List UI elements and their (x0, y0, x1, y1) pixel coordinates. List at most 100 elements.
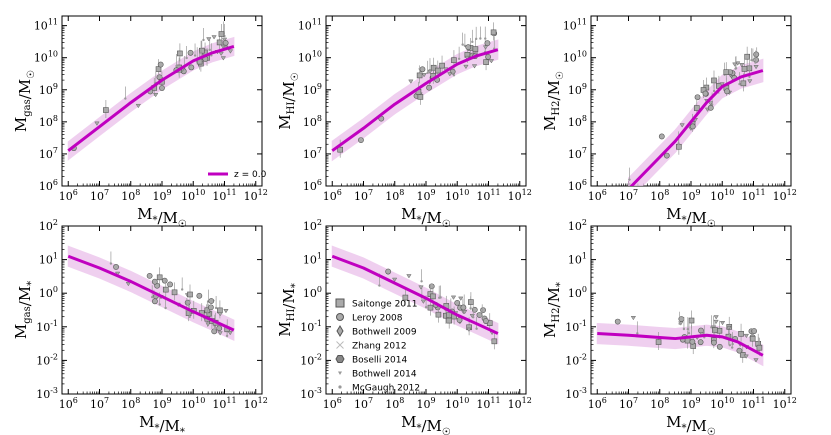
x-tick-label: 109 (152, 188, 171, 203)
data-point-circle (482, 318, 489, 324)
data-point-circle (724, 88, 730, 95)
y-tick-label: 102 (39, 218, 58, 233)
x-tick-label: 106 (588, 188, 607, 203)
plot-frame (61, 225, 263, 395)
legend-marker-triangle (338, 371, 342, 375)
x-axis-label: M*/M☉ (401, 413, 451, 435)
x-tick-label: 107 (619, 188, 638, 203)
y-tick-label: 109 (303, 82, 322, 97)
data-point-square (435, 311, 442, 318)
x-axis-label: M*/M☉ (401, 205, 451, 230)
data-point-triangle (743, 354, 749, 359)
model-line (67, 45, 235, 152)
data-point-triangle (462, 310, 468, 315)
data-point-triangle (125, 282, 132, 287)
data-point-circle (736, 347, 743, 354)
data-point-triangle (391, 277, 398, 282)
data-point-dot (636, 332, 639, 335)
data-point-square (740, 80, 747, 87)
y-tick-label: 10-2 (36, 352, 58, 367)
data-point-circle (697, 339, 704, 346)
y-tick-label: 106 (39, 178, 58, 193)
data-point-dot (420, 280, 423, 283)
data-point-triangle (447, 72, 453, 77)
data-point-circle (428, 283, 435, 290)
data-point-square (468, 299, 474, 305)
data-point-dot (686, 327, 690, 331)
data-point-circle (358, 137, 364, 144)
data-point-circle (711, 339, 717, 346)
y-axis-label: MH2/M* (541, 282, 566, 338)
data-point-triangle (206, 37, 212, 42)
data-point-circle (161, 277, 168, 284)
data-point-square (741, 66, 748, 72)
data-point-circle (196, 292, 203, 299)
data-point-dot (202, 38, 205, 42)
y-tick-label: 10-2 (565, 352, 587, 367)
data-point-square (693, 105, 700, 111)
data-point-triangle (420, 299, 427, 304)
data-point-dot (158, 303, 161, 306)
data-point-square (434, 67, 441, 74)
data-point-circle (753, 51, 760, 58)
data-point-triangle (205, 322, 211, 327)
data-point-triangle (719, 321, 726, 326)
data-point-square (712, 327, 718, 333)
data-point-circle (151, 278, 158, 285)
y-tick-label: 101 (39, 252, 58, 267)
data-point-square (756, 344, 763, 351)
data-point-triangle (217, 312, 223, 317)
data-point-triangle (427, 69, 433, 75)
plot-area (628, 46, 764, 186)
data-point-square (171, 289, 178, 296)
legend-entry-label: McGaugh 2012 (352, 384, 420, 394)
data-point-circle (159, 85, 165, 91)
data-point-circle (146, 272, 153, 279)
data-point-square (749, 335, 756, 342)
data-point-square (723, 69, 730, 75)
data-point-circle (167, 281, 173, 288)
data-point-circle (151, 298, 158, 305)
data-point-square (472, 46, 479, 52)
data-point-triangle (739, 63, 745, 68)
y-tick-label: 108 (39, 114, 58, 129)
data-point-triangle (153, 93, 159, 98)
data-point-dot (738, 82, 741, 86)
x-tick-label: 1010 (445, 396, 469, 411)
data-point-dot (452, 74, 456, 77)
data-point-circle (663, 152, 670, 159)
legend-entry-label: Bothwell 2014 (352, 370, 417, 380)
data-point-dot (754, 61, 757, 64)
data-point-circle (222, 39, 229, 46)
data-point-dot (472, 316, 475, 319)
data-point-dot (457, 57, 461, 60)
data-point-triangle (408, 79, 414, 84)
data-point-dot (164, 306, 167, 310)
legend-marker-hexagon (335, 355, 345, 363)
data-point-square (451, 57, 457, 63)
y-tick-label: 1011 (34, 18, 58, 33)
data-point-dot (185, 56, 188, 60)
x-tick-label: 107 (90, 396, 109, 411)
data-point-triangle (753, 358, 759, 363)
data-point-circle (707, 104, 714, 111)
data-point-circle (460, 304, 467, 311)
data-point-dot (712, 89, 716, 93)
plot-area (67, 21, 235, 161)
data-point-square (430, 64, 437, 71)
y-tick-label: 10-1 (565, 319, 587, 334)
x-tick-label: 106 (323, 396, 342, 411)
x-tick-label: 1012 (773, 188, 797, 203)
y-tick-label: 108 (568, 114, 587, 129)
panel-2: 106 107 108 109 1010 1011 1012 106 107 108 109 1010… (276, 15, 532, 230)
y-tick-label: 100 (303, 285, 322, 300)
y-axis-label: Mgas/M☉ (12, 70, 37, 132)
x-tick-label: 108 (650, 396, 669, 411)
y-axis-label: MHI/M☉ (276, 72, 301, 129)
panel-5: 106 107 108 109 1010 1011 1012 10-3 10-2 10-1 100 1… (276, 218, 532, 435)
data-point-square (187, 291, 193, 298)
legend-entry-label: Boselli 2014 (352, 356, 407, 366)
plot-area (596, 310, 764, 367)
legend-marker-square (335, 298, 345, 308)
data-point-circle (207, 304, 214, 311)
